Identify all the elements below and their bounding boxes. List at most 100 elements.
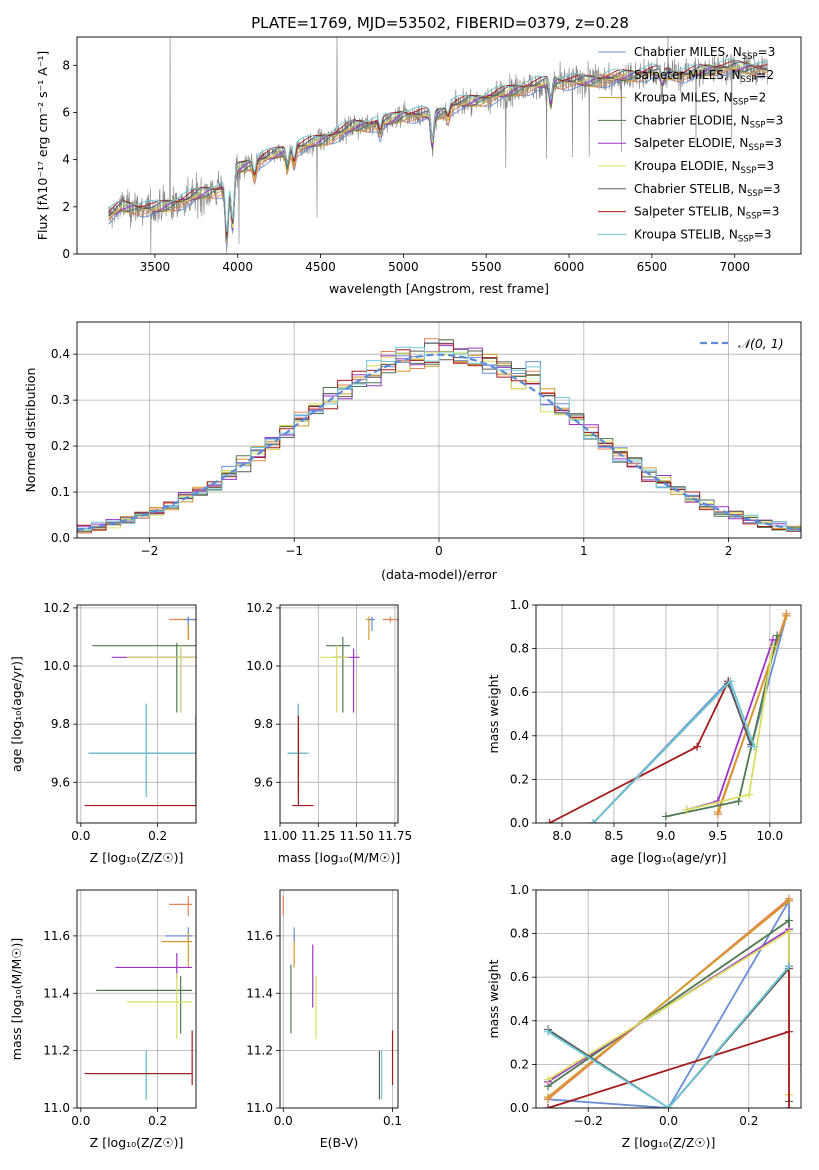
- legend-label-main: Chabrier MILES, N: [634, 45, 742, 59]
- axes-frame: [535, 889, 802, 1109]
- x-tick-label: 7000: [719, 260, 750, 274]
- axes-frame: [76, 604, 197, 824]
- axes-frame: [76, 321, 802, 539]
- weight-marker-kroupa_miles: [784, 896, 793, 905]
- plot-area: [536, 605, 801, 823]
- y-axis-label: mass weight: [486, 674, 501, 753]
- axes-frame: [279, 889, 399, 1109]
- x-axis-label: (data-model)/error: [381, 567, 498, 582]
- plot-area: [77, 605, 196, 823]
- x-tick-label: 0.0: [274, 1114, 293, 1128]
- legend-label-main: Kroupa ELODIE, N: [634, 159, 741, 173]
- x-axis-label: wavelength [Angstrom, rest frame]: [329, 281, 549, 296]
- x-tick-label: 0.1: [383, 1114, 402, 1128]
- x-tick-label: 2: [725, 544, 733, 558]
- x-tick-label: 1: [580, 544, 588, 558]
- weight-line-chabrier_stelib: [547, 967, 790, 1108]
- x-tick-label: 9.5: [708, 829, 727, 843]
- panel-age_vs_Z: 0.0 0.2 9.6 9.8 10.0 10.2 Z [log₁₀(Z/Z☉)] age […: [9, 601, 197, 865]
- x-axis-label: age [log₁₀(age/yr)]: [611, 850, 727, 865]
- panel-massweight_vs_Z: −0.2 0.0 0.2 0.0 0.2 0.4 0.6 0.8 1.0 Z [log₁₀(Z/Z…: [486, 883, 802, 1150]
- y-tick-label: 0.2: [510, 1057, 529, 1071]
- legend-label: Salpeter MILES, NSSP=2: [634, 68, 774, 85]
- y-tick-label: 11.6: [43, 929, 70, 943]
- y-axis-label: Flux [fλ10⁻¹⁷ erg cm⁻² s⁻¹ A⁻¹]: [35, 51, 50, 240]
- legend-label-sub: SSP: [747, 189, 763, 199]
- axes-frame: [279, 604, 399, 824]
- x-tick-label: 0.0: [71, 829, 90, 843]
- weight-marker-kroupa_miles: [713, 808, 722, 817]
- y-tick-label: 0.6: [510, 970, 529, 984]
- y-tick-label: 0.8: [510, 642, 529, 656]
- legend-label-sub: SSP: [741, 166, 757, 176]
- legend-label-tail: =3: [756, 159, 774, 173]
- x-tick-label: 11.25: [301, 829, 335, 843]
- weight-marker-kroupa_stelib: [784, 962, 793, 971]
- legend-label: Chabrier MILES, NSSP=3: [634, 45, 775, 62]
- y-tick-label: 0.3: [51, 393, 70, 407]
- y-tick-label: 11.4: [43, 986, 70, 1000]
- weight-marker-kroupa_stelib: [726, 677, 735, 686]
- x-tick-label: 11.00: [263, 829, 297, 843]
- y-tick-label: 0.0: [510, 1101, 529, 1115]
- x-tick-label: 11.75: [378, 829, 412, 843]
- legend-label-main: Chabrier STELIB, N: [634, 182, 747, 196]
- panel-massweight_vs_age: 8.0 8.5 9.0 9.5 10.0 0.0 0.2 0.4 0.6 0.8 1.0 age [l…: [486, 598, 802, 865]
- legend-label-tail: =3: [762, 205, 780, 219]
- spectrum-model-kroupa_miles: [108, 67, 768, 241]
- legend-label: Kroupa MILES, NSSP=2: [634, 91, 766, 108]
- axes-frame: [76, 889, 197, 1109]
- weight-line-kroupa_miles: [717, 615, 788, 813]
- y-tick-label: 4: [62, 153, 70, 167]
- weight-marker-kroupa_stelib: [589, 819, 598, 823]
- weight-line-kroupa_stelib: [592, 679, 756, 823]
- spectrum-model-kroupa_stelib: [108, 58, 768, 233]
- legend-label: Salpeter STELIB, NSSP=3: [634, 205, 779, 222]
- weight-line-salpeter_stelib: [549, 680, 730, 823]
- weight-marker-kroupa_miles: [544, 1093, 553, 1102]
- x-tick-label: 0.0: [659, 1114, 678, 1128]
- x-tick-label: 6500: [637, 260, 668, 274]
- y-tick-label: 11.2: [246, 1044, 273, 1058]
- legend-label: Salpeter ELODIE, NSSP=3: [634, 136, 782, 153]
- weight-line-salpeter_stelib: [547, 966, 790, 1108]
- weight-marker-kroupa_elodie: [745, 790, 754, 799]
- y-tick-label: 0.4: [510, 1014, 529, 1028]
- figure-title: PLATE=1769, MJD=53502, FIBERID=0379, z=0…: [251, 14, 629, 32]
- x-tick-label: 8.0: [552, 829, 571, 843]
- x-tick-label: 11.50: [339, 829, 373, 843]
- x-tick-label: 4000: [222, 260, 253, 274]
- y-tick-label: 6: [62, 105, 70, 119]
- x-tick-label: 9.0: [656, 829, 675, 843]
- y-tick-label: 0: [62, 247, 70, 261]
- x-tick-label: 0.2: [739, 1114, 758, 1128]
- legend-label-tail: =2: [756, 68, 774, 82]
- weight-marker-chabrier_elodie: [784, 916, 793, 925]
- y-tick-label: 10.0: [43, 659, 70, 673]
- legend-label-sub: SSP: [746, 212, 762, 222]
- y-tick-label: 9.8: [254, 717, 273, 731]
- legend-label-sub: SSP: [748, 143, 764, 153]
- spectrum-model-chabrier_stelib: [108, 61, 768, 240]
- y-tick-label: 0.4: [51, 347, 70, 361]
- legend-label-tail: =3: [758, 45, 776, 59]
- x-axis-label: mass [log₁₀(M/M☉)]: [278, 850, 400, 865]
- legend-label-sub: SSP: [750, 120, 766, 130]
- legend-label-sub: SSP: [733, 98, 749, 108]
- x-tick-label: 6000: [554, 260, 585, 274]
- legend-label-main: Salpeter MILES, N: [634, 68, 741, 82]
- weight-marker-salpeter_stelib: [784, 1027, 793, 1036]
- x-axis-label: Z [log₁₀(Z/Z☉)]: [90, 850, 184, 865]
- legend-label-main: Kroupa STELIB, N: [634, 227, 738, 241]
- y-axis-label: Normed distribution: [23, 368, 38, 493]
- legend-label: Chabrier ELODIE, NSSP=3: [634, 113, 783, 130]
- weight-marker-kroupa_miles: [782, 611, 791, 620]
- weight-marker-kroupa_elodie: [768, 642, 777, 651]
- y-tick-label: 9.6: [51, 775, 70, 789]
- axes-frame: [535, 604, 802, 824]
- x-tick-label: −1: [285, 544, 303, 558]
- x-tick-label: 0.2: [148, 1114, 167, 1128]
- y-tick-label: 11.0: [246, 1101, 273, 1115]
- legend-label-main: Salpeter ELODIE, N: [634, 136, 748, 150]
- y-tick-label: 11.6: [246, 929, 273, 943]
